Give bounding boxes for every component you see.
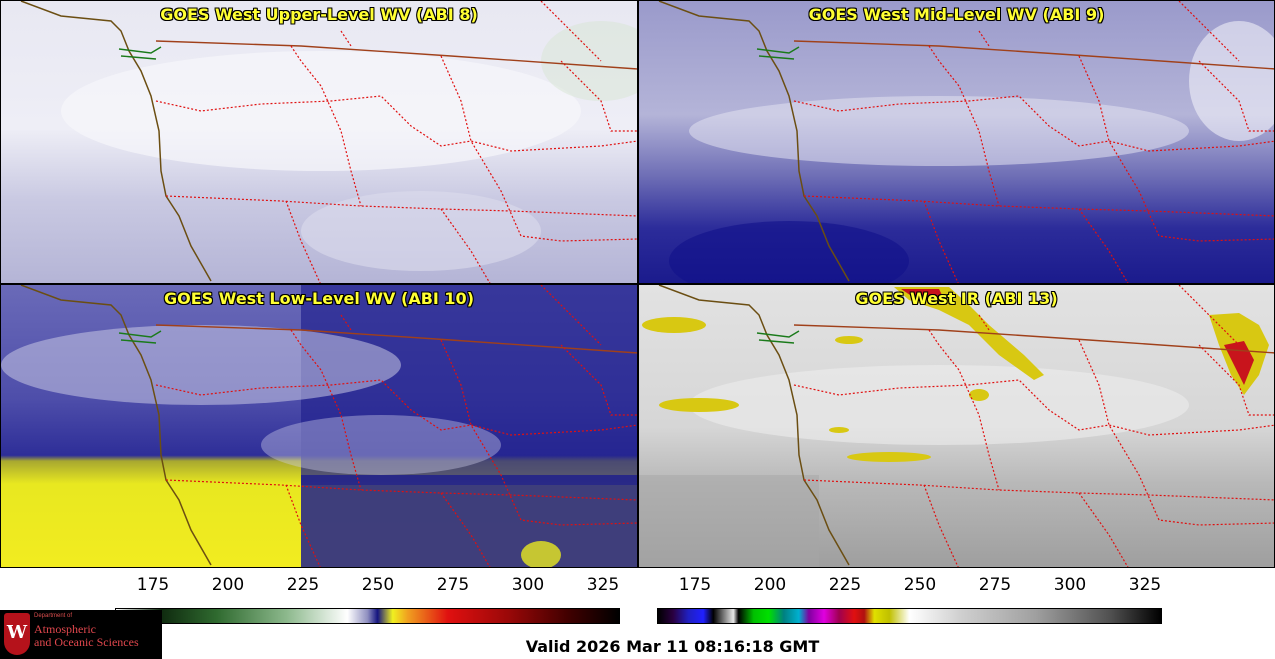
puget-sound: [756, 330, 800, 344]
tick-label: 325: [1128, 575, 1162, 595]
state-border: [440, 339, 637, 526]
state-border: [440, 55, 637, 242]
ir-colorbar: [657, 608, 1162, 624]
tick-label: 275: [436, 575, 470, 595]
state-border: [1078, 339, 1274, 526]
tick-label: 200: [753, 575, 787, 595]
state-border: [978, 1, 1240, 62]
intl-border: [793, 324, 1274, 354]
puget-sound: [756, 46, 800, 60]
tick-label: 250: [903, 575, 937, 595]
tick-label: 175: [678, 575, 712, 595]
tick-label: 300: [1053, 575, 1087, 595]
uw-crest-icon: W: [4, 613, 30, 655]
low-level-wv-image: [1, 285, 637, 567]
state-border: [155, 95, 637, 152]
state-border: [560, 344, 637, 416]
state-border: [793, 95, 1274, 152]
upper-level-wv-image: [1, 1, 637, 283]
mid-level-wv-panel: GOES West Mid-Level WV (ABI 9): [638, 0, 1275, 284]
valid-time: Valid 2026 Mar 11 08:16:18 GMT: [525, 637, 820, 656]
wv-colorbar-ticks: 175 200 225 250 275 300 325: [115, 575, 620, 601]
tick-label: 300: [511, 575, 545, 595]
state-border: [1198, 60, 1274, 132]
state-border: [793, 379, 1274, 436]
state-border: [1078, 208, 1129, 283]
state-border: [1078, 55, 1274, 242]
intl-border: [793, 40, 1274, 70]
logo-dept-line: Department of: [34, 613, 73, 619]
coastline: [20, 1, 212, 282]
state-border: [340, 1, 602, 62]
wv-colorbar: [115, 608, 620, 624]
tick-label: 225: [828, 575, 862, 595]
mid-level-wv-image: [639, 1, 1274, 283]
ir-colorbar-ticks: 175 200 225 250 275 300 325: [657, 575, 1162, 601]
intl-border: [155, 324, 637, 354]
intl-border: [155, 40, 637, 70]
low-level-wv-panel: GOES West Low-Level WV (ABI 10): [0, 284, 638, 568]
upper-level-wv-panel: GOES West Upper-Level WV (ABI 8): [0, 0, 638, 284]
tick-label: 200: [211, 575, 245, 595]
logo-name: Atmospheric and Oceanic Sciences: [34, 623, 162, 649]
tick-label: 225: [286, 575, 320, 595]
aos-logo: W Department of Atmospheric and Oceanic …: [0, 610, 162, 659]
state-border: [1198, 344, 1274, 416]
logo-name-line1: Atmospheric: [34, 622, 96, 636]
panel-title: GOES West Upper-Level WV (ABI 8): [160, 5, 478, 24]
puget-sound: [118, 330, 162, 344]
tick-label: 175: [136, 575, 170, 595]
state-border: [978, 285, 1240, 346]
ir-image: [639, 285, 1274, 567]
coastline: [658, 285, 850, 566]
ir-panel: GOES West IR (ABI 13): [638, 284, 1275, 568]
panel-title: GOES West IR (ABI 13): [855, 289, 1058, 308]
tick-label: 325: [586, 575, 620, 595]
puget-sound: [118, 46, 162, 60]
coastline: [658, 1, 850, 282]
state-border: [155, 379, 637, 436]
state-border: [440, 492, 491, 567]
state-border: [1078, 492, 1129, 567]
state-border: [560, 60, 637, 132]
panel-title: GOES West Low-Level WV (ABI 10): [163, 289, 474, 308]
tick-label: 250: [361, 575, 395, 595]
logo-name-line2: and Oceanic Sciences: [34, 635, 139, 649]
coastline: [20, 285, 212, 566]
state-border: [340, 285, 602, 346]
tick-label: 275: [978, 575, 1012, 595]
state-border: [440, 208, 491, 283]
panel-title: GOES West Mid-Level WV (ABI 9): [808, 5, 1105, 24]
